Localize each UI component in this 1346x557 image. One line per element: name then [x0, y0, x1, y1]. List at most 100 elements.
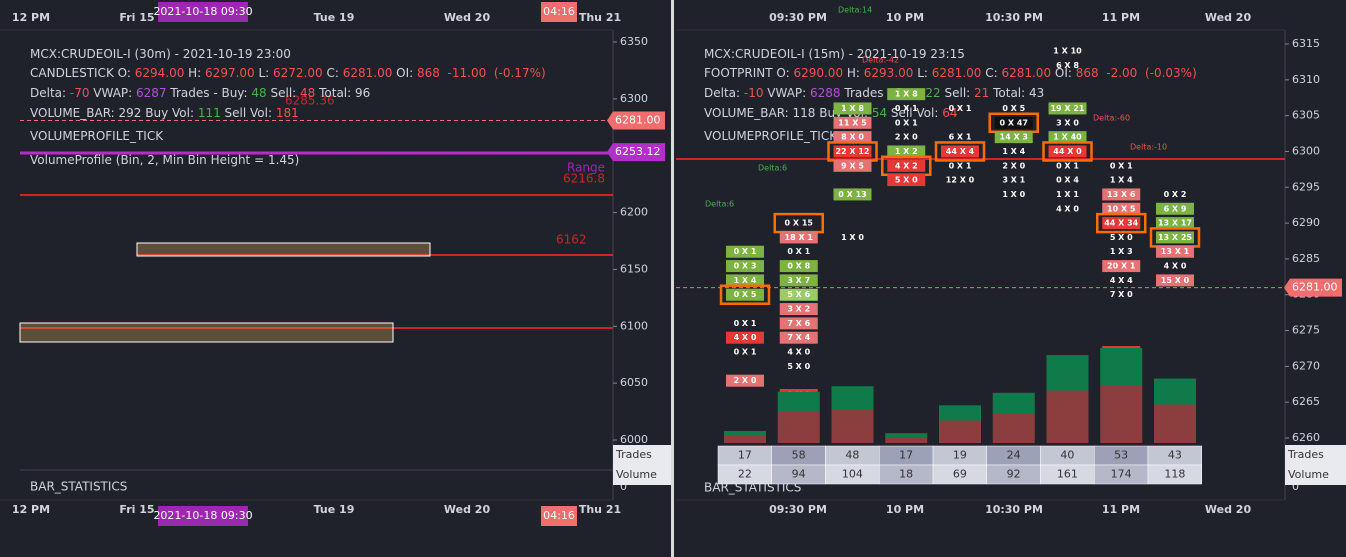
footprint-cell [1156, 274, 1194, 287]
footprint-text: 0 X 1 [787, 247, 810, 256]
x-tick-label: Fri 15 [119, 11, 154, 24]
legend-segment: -11.00 (-0.17%) [440, 66, 546, 80]
footprint-text: 0 X 15 [785, 219, 814, 228]
legend-segment: 48 [251, 86, 266, 100]
row-label: Trades [1287, 448, 1324, 461]
stats-value: 17 [738, 449, 752, 462]
time-badge-text: 04:16 [543, 509, 575, 522]
highlight-box [719, 284, 771, 305]
footprint-cell [726, 274, 764, 287]
footprint-text: 7 X 0 [1110, 290, 1133, 299]
stats-value: 48 [845, 449, 859, 462]
footprint-text: 5 X 0 [895, 176, 918, 185]
x-tick-label: Wed 20 [1205, 503, 1252, 516]
legend-segment: VWAP: [89, 86, 136, 100]
x-tick-label: 11 PM [1102, 503, 1140, 516]
stats-title: BAR_STATISTICS [30, 480, 127, 494]
date-badge-text: 2021-10-18 09:30 [153, 5, 252, 18]
row-label: Volume [1288, 468, 1329, 481]
footprint-text: 1 X 2 [895, 147, 918, 156]
stats-cell [1147, 464, 1202, 485]
x-tick-label: Tue 19 [314, 11, 355, 24]
legend-segment: Sell: [267, 86, 300, 100]
volume-bar [831, 386, 874, 443]
footprint-cell [1156, 231, 1194, 244]
legend-segment: 6294.00 [135, 66, 185, 80]
footprint-text: 7 X 4 [787, 333, 810, 342]
footprint-text: 4 X 0 [734, 333, 757, 342]
stats-value: 92 [1007, 468, 1021, 481]
footprint-cell [1156, 245, 1194, 258]
footprint-text: 44 X 0 [1053, 147, 1082, 156]
delta-label: Delta:14 [838, 6, 872, 15]
footprint-text: 0 X 5 [1002, 104, 1025, 113]
footprint-text: 8 X 0 [841, 133, 864, 142]
legend-segment: Sell Vol: [887, 106, 942, 120]
footprint-cell [994, 116, 1033, 129]
price-tag-label: 6253.12 [615, 145, 661, 158]
legend-segment: 6290.00 [793, 66, 843, 80]
volume-bar [1154, 378, 1196, 443]
footprint-text: 0 X 1 [734, 348, 757, 357]
stats-value: 118 [1164, 468, 1185, 481]
volume-bar [1046, 355, 1089, 443]
stats-value: 94 [792, 468, 806, 481]
footprint-cell [833, 188, 872, 201]
footprint-text: 5 X 0 [787, 362, 810, 371]
stats-value: 58 [792, 449, 806, 462]
footprint-text: 2 X 0 [734, 376, 757, 385]
x-tick-label: 10:30 PM [985, 503, 1043, 516]
footprint-text: 3 X 7 [787, 276, 810, 285]
footprint-text: 0 X 1 [895, 118, 918, 127]
footprint-cell [779, 317, 818, 330]
legend-segment: 54 [872, 106, 887, 120]
footprint-text: 6 X 1 [949, 133, 972, 142]
footprint-cell [1156, 217, 1194, 230]
footprint-text: 0 X 1 [895, 104, 918, 113]
legend-segment: 868 [1076, 66, 1099, 80]
footprint-cell [887, 159, 926, 172]
legend-segment: 6297.00 [205, 66, 255, 80]
y-tick-label: 6305 [1292, 109, 1320, 122]
divider [671, 0, 674, 557]
y-tick-label: 6285 [1292, 252, 1320, 265]
legend-segment: 64 [942, 106, 957, 120]
footprint-text: 44 X 4 [946, 147, 975, 156]
footprint-text: 2 X 0 [895, 133, 918, 142]
footprint-text: 0 X 47 [1000, 118, 1028, 127]
y-tick-label: 6265 [1292, 395, 1320, 408]
legend-segment: VOLUMEPROFILE_TICK [704, 129, 838, 143]
footprint-text: 6 X 8 [1056, 61, 1079, 70]
x-tick-label: 10 PM [886, 503, 924, 516]
legend-line: MCX:CRUDEOIL-I (30m) - 2021-10-19 23:00 [30, 47, 291, 61]
x-tick-label: Fri 15 [119, 503, 154, 516]
footprint-text: 4 X 2 [895, 161, 918, 170]
x-tick-label: Wed 20 [1205, 11, 1252, 24]
footprint-text: 13 X 25 [1158, 233, 1192, 242]
delta-label: Delta:-10 [1130, 143, 1167, 152]
footprint-text: 0 X 1 [1056, 161, 1079, 170]
legend-segment: Total: 43 [989, 86, 1044, 100]
price-tag-label: 6281.00 [1292, 281, 1338, 294]
footprint-text: 4 X 0 [1056, 204, 1079, 213]
delta-label: Delta:-60 [1093, 114, 1130, 123]
legend-segment: H: [843, 66, 864, 80]
stats-value: 43 [1168, 449, 1182, 462]
volume-bar [1100, 347, 1143, 443]
footprint-text: 0 X 1 [949, 161, 972, 170]
footprint-cell [726, 288, 764, 301]
stats-value: 40 [1060, 449, 1074, 462]
legend-segment: 6281.00 [343, 66, 393, 80]
y-tick-label: 6300 [1292, 144, 1320, 157]
stats-value: 104 [842, 468, 863, 481]
delta-label: Delta:6 [758, 164, 787, 173]
time-badge [541, 2, 577, 22]
legend-segment: 6288 [810, 86, 841, 100]
legend-segment: 6287 [136, 86, 167, 100]
footprint-text: 2 X 0 [1002, 161, 1025, 170]
row-label: Trades [615, 448, 652, 461]
footprint-cell [726, 245, 764, 258]
price-tag [607, 111, 665, 130]
footprint-cell [1102, 217, 1141, 230]
